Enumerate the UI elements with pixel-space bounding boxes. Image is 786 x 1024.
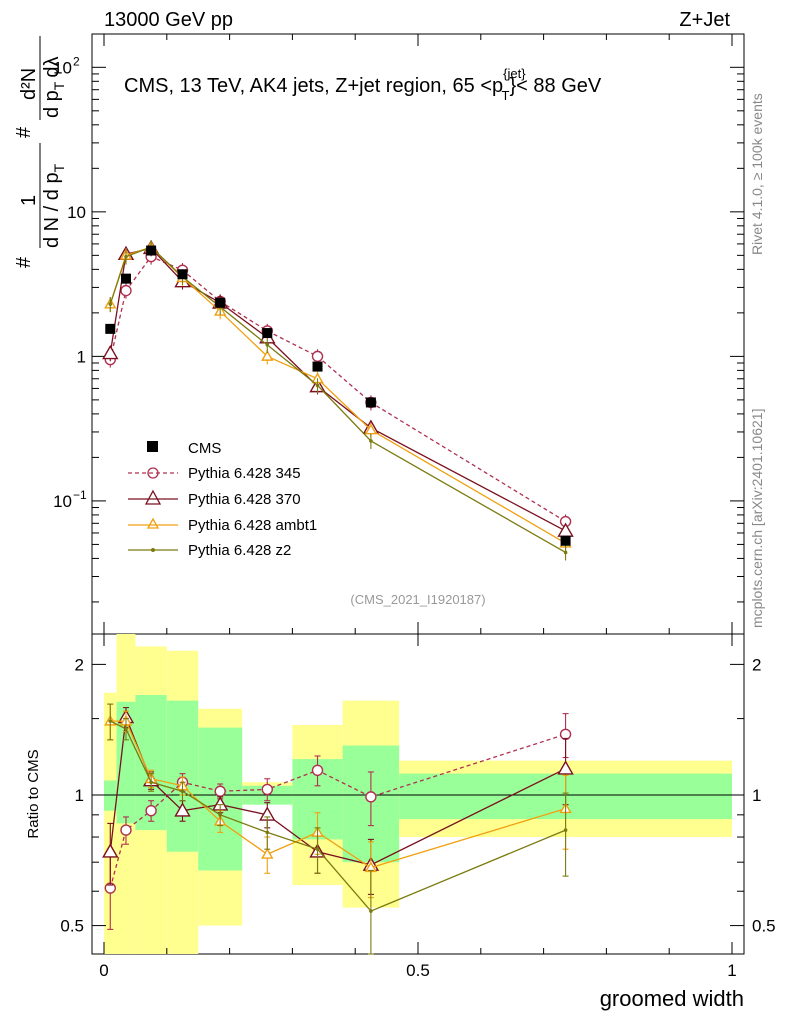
main-y-tick-label-1: 1: [77, 347, 86, 366]
rivet-watermark: Rivet 4.1.0, ≥ 100k events: [749, 93, 765, 255]
ratio-y-tick-label-right-0: 0.5: [752, 917, 776, 936]
cms-point-6: [312, 361, 323, 372]
svg-text:d pTdλ: d pTdλ: [41, 57, 67, 119]
ratio-point-2-5: [261, 847, 274, 859]
ratio-point-0-8: [559, 728, 572, 740]
main-y-tick-label-3: 10: [53, 58, 72, 77]
process-label: Z+Jet: [679, 9, 730, 31]
svg-text:Pythia 6.428 345: Pythia 6.428 345: [188, 465, 301, 482]
x-tick-label-2: 1: [727, 961, 736, 980]
series-line-3: [109, 246, 566, 554]
cms-point-5: [262, 328, 273, 339]
main-y-tick-exp-3: 2: [73, 54, 80, 68]
point-2-5: [261, 349, 274, 361]
beam-label: 13000 GeV pp: [104, 9, 233, 31]
ratio-line-0: [109, 733, 566, 889]
x-tick-label-1: 0.5: [406, 961, 430, 980]
series-line-1: [109, 247, 566, 532]
x-axis-label: groomed width: [600, 986, 744, 1011]
plot-title: CMS, 13 TeV, AK4 jets, Z+jet region, 65 …: [124, 66, 602, 103]
ratio-point-3-8: [563, 828, 568, 832]
ratio-y-tick-label-2: 2: [75, 655, 84, 674]
legend-entry-cms: CMS: [147, 440, 221, 457]
cms-point-4: [215, 297, 226, 308]
point-3-1: [124, 254, 128, 259]
ratio-uncertainty-bands: [104, 634, 732, 954]
main-series: [102, 239, 574, 561]
cms-point-1: [120, 273, 131, 284]
point-3-5: [265, 343, 270, 347]
ratio-y-tick-label-1: 1: [75, 786, 84, 805]
ratio-point-0-7: [365, 791, 377, 803]
ratio-point-3-7: [369, 909, 373, 913]
svg-text:#: #: [13, 256, 35, 268]
point-3-8: [563, 550, 568, 555]
point-3-0: [108, 302, 113, 306]
main-y-tick-label-0: 10: [53, 492, 72, 511]
cms-point-8: [560, 535, 571, 546]
ratio-point-1-8: [557, 760, 574, 775]
ratio-y-tick-label-right-1: 1: [752, 786, 761, 805]
svg-text:d²N: d²N: [18, 68, 40, 100]
ratio-point-0-1: [120, 824, 132, 836]
main-y-axis-label: # 1 d N / d pT # d²N d pTdλ: [13, 36, 67, 268]
point-3-6: [315, 383, 320, 388]
svg-text:Pythia 6.428 z2: Pythia 6.428 z2: [188, 542, 291, 559]
ratio-series: [102, 703, 574, 955]
point-3-7: [369, 439, 373, 443]
ratio-point-0-2: [145, 804, 157, 817]
band-inner-0: [104, 780, 117, 811]
cms-point-7: [365, 397, 376, 408]
ratio-point-3-2: [149, 780, 153, 785]
legend-entry-345: Pythia 6.428 345: [128, 465, 301, 482]
legend-entry-ambt1: Pythia 6.428 ambt1: [128, 517, 317, 534]
ratio-point-3-6: [315, 847, 320, 851]
svg-text:#: #: [13, 126, 35, 138]
main-y-tick-label-2: 10: [67, 203, 86, 222]
point-2-7: [364, 423, 378, 435]
svg-text:CMS: CMS: [188, 440, 221, 457]
ratio-point-3-3: [180, 789, 185, 794]
point-0-1: [120, 284, 132, 297]
ratio-point-3-4: [218, 813, 222, 817]
ratio-point-3-1: [124, 727, 128, 731]
ratio-point-1-0: [102, 843, 119, 858]
series-line-2: [109, 246, 566, 544]
cms-point-0: [105, 323, 116, 334]
legend-entry-z2: Pythia 6.428 z2: [128, 542, 291, 559]
ratio-point-3-0: [108, 719, 113, 723]
ratio-point-0-6: [311, 764, 324, 776]
ratio-point-1-3: [174, 802, 191, 817]
point-1-0: [102, 344, 119, 360]
point-1-8: [557, 522, 574, 537]
mcplots-watermark: mcplots.cern.ch [arXiv:2401.10621]: [749, 409, 765, 628]
ratio-y-tick-label-0: 0.5: [60, 917, 84, 936]
ratio-y-tick-label-right-2: 2: [752, 655, 761, 674]
ratio-point-3-5: [265, 830, 270, 835]
ratio-point-0-4: [214, 785, 226, 797]
main-y-tick-exp-0: −1: [73, 488, 87, 502]
series-line-0: [109, 255, 566, 523]
svg-text:1: 1: [18, 195, 40, 206]
cms-data-points: [105, 245, 571, 546]
x-tick-label-0: 0: [99, 961, 108, 980]
cms-point-3: [177, 269, 188, 280]
svg-text:d N / d pT: d N / d pT: [41, 163, 67, 248]
svg-text:Pythia 6.428 ambt1: Pythia 6.428 ambt1: [188, 517, 317, 534]
legend: CMS Pythia 6.428 345 Pythia 6.428 370 Py…: [128, 440, 317, 559]
svg-text:Pythia 6.428 370: Pythia 6.428 370: [188, 491, 301, 508]
ratio-y-axis-label: Ratio to CMS: [25, 749, 42, 838]
legend-entry-370: Pythia 6.428 370: [128, 489, 301, 508]
ratio-point-0-5: [261, 783, 273, 796]
analysis-id: (CMS_2021_I1920187): [350, 592, 485, 607]
point-0-6: [311, 350, 324, 363]
cms-point-2: [146, 245, 157, 256]
